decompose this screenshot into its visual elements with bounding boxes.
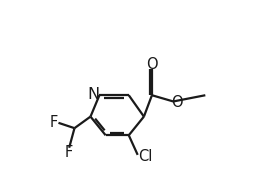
Text: Cl: Cl xyxy=(138,149,153,164)
Text: O: O xyxy=(146,57,158,72)
Text: F: F xyxy=(50,115,58,130)
Text: N: N xyxy=(87,87,99,102)
Text: F: F xyxy=(65,145,73,160)
Text: O: O xyxy=(171,95,183,110)
